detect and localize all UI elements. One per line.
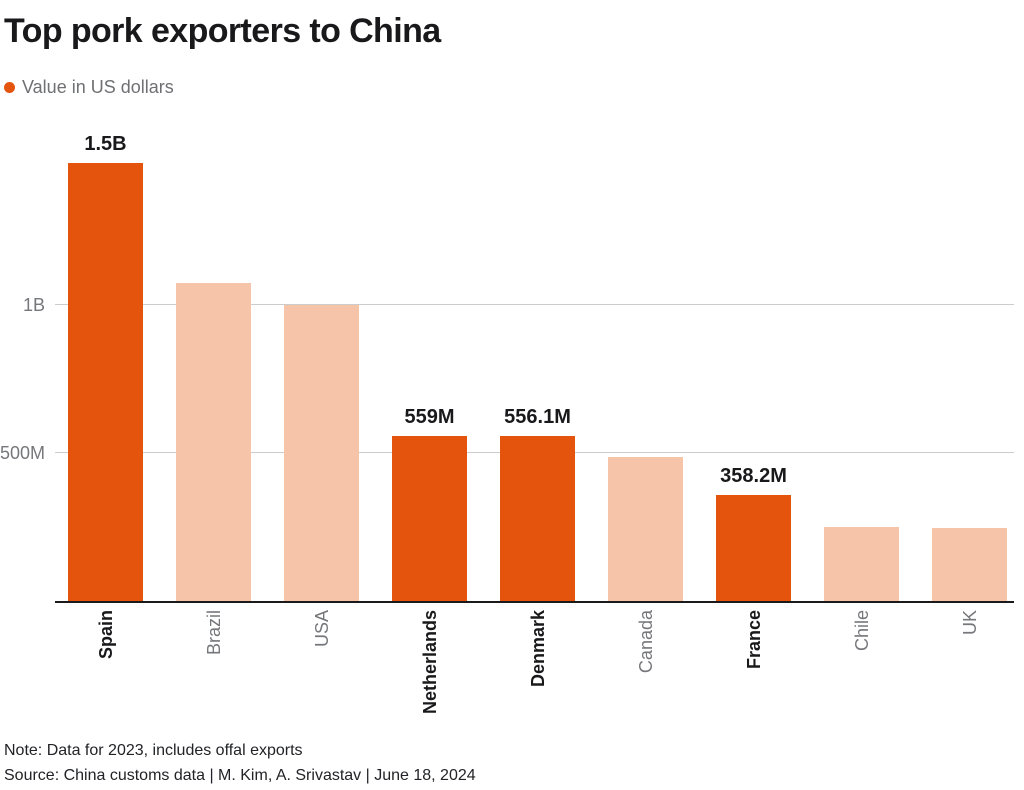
- bar-usa: [284, 304, 359, 601]
- x-axis-labels: Spain Brazil USA Netherlands Denmark Canada Fr…: [55, 610, 1014, 740]
- bars-row: 1.5B 559M 556.1M 358.2M: [55, 130, 1014, 601]
- footer-note: Note: Data for 2023, includes offal expo…: [4, 742, 303, 759]
- x-label-uk: UK: [959, 610, 980, 636]
- bar-brazil: [176, 283, 251, 601]
- bars-area: 500M 1B 1.5B 559M 556.1M 358.2M: [0, 130, 1014, 601]
- bar-france: 358.2M: [716, 465, 791, 601]
- bar-value-label-netherlands: 559M: [404, 405, 455, 428]
- bar-spain: 1.5B: [68, 133, 143, 601]
- x-label-netherlands: Netherlands: [419, 610, 440, 715]
- bar-value-label-spain: 1.5B: [84, 132, 127, 155]
- x-label-col-france: France: [716, 610, 791, 740]
- x-label-spain: Spain: [95, 610, 116, 660]
- x-label-chile: Chile: [851, 610, 872, 652]
- gridline-1b: [55, 303, 1014, 305]
- bar-chile: [824, 527, 899, 601]
- legend-dot-icon: [4, 82, 15, 93]
- chart-title: Top pork exporters to China: [4, 12, 441, 50]
- x-label-denmark: Denmark: [527, 610, 548, 688]
- y-tick-label-1b: 1B: [22, 294, 45, 315]
- x-label-france: France: [743, 610, 764, 670]
- x-label-canada: Canada: [635, 610, 656, 674]
- x-label-col-netherlands: Netherlands: [392, 610, 467, 740]
- footer-source: Source: China customs data | M. Kim, A. …: [4, 767, 476, 784]
- x-label-col-usa: USA: [284, 610, 359, 740]
- bar-canada: [608, 457, 683, 601]
- legend-label: Value in US dollars: [22, 77, 174, 97]
- footer: Note: Data for 2023, includes offal expo…: [4, 738, 476, 788]
- plot-area: 500M 1B 1.5B 559M 556.1M 358.2M Spain Brazil US…: [0, 130, 1014, 740]
- x-label-col-chile: Chile: [824, 610, 899, 740]
- x-label-col-uk: UK: [932, 610, 1007, 740]
- x-label-col-brazil: Brazil: [176, 610, 251, 740]
- bar-uk: [932, 528, 1007, 601]
- x-label-col-denmark: Denmark: [500, 610, 575, 740]
- x-axis-line: [55, 601, 1014, 603]
- bar-value-label-france: 358.2M: [720, 464, 787, 487]
- x-label-usa: USA: [311, 610, 332, 648]
- x-label-col-canada: Canada: [608, 610, 683, 740]
- legend: Value in US dollars: [4, 77, 174, 98]
- x-label-col-spain: Spain: [68, 610, 143, 740]
- bar-denmark: 556.1M: [500, 406, 575, 601]
- bar-netherlands: 559M: [392, 406, 467, 601]
- bar-value-label-denmark: 556.1M: [504, 406, 571, 429]
- x-label-brazil: Brazil: [203, 610, 224, 656]
- y-tick-label-500m: 500M: [0, 442, 45, 463]
